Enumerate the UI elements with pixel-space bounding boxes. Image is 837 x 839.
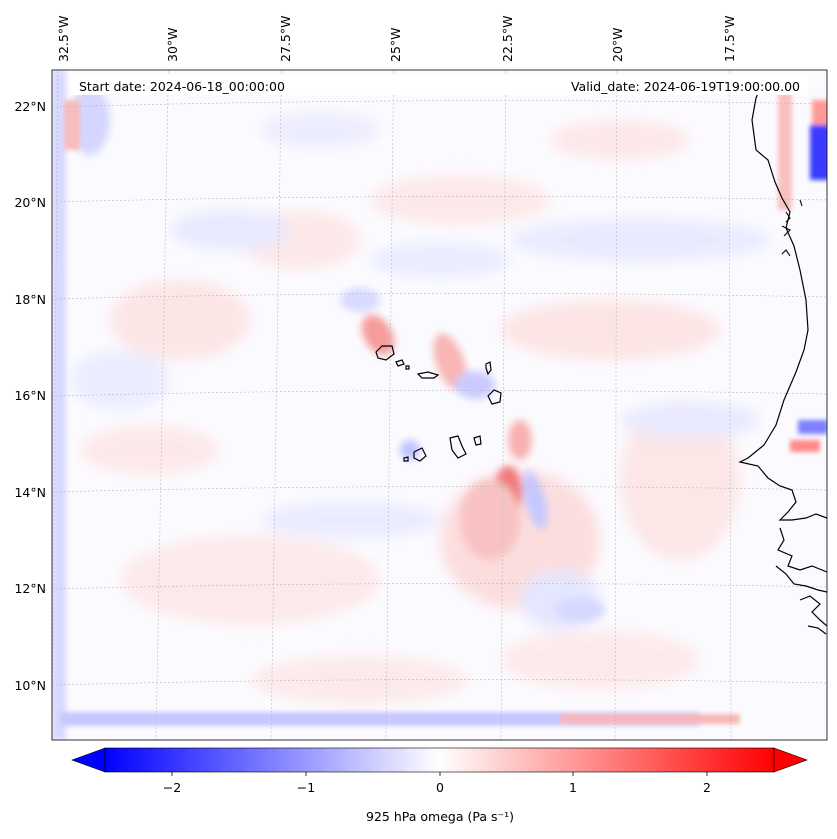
colorbar-tick-label: −1 [297,780,315,795]
island-sao-vicente [395,359,405,367]
graticule [52,70,827,740]
island-fogo [413,447,427,462]
map-frame [51,69,828,741]
meridian-line [270,70,282,740]
lon-tick-label: 25°W [388,27,403,62]
meridian-line [500,70,507,740]
colorbar-extend-min [71,747,106,773]
coastline-africa [738,87,827,635]
coastline-africa-islands [781,199,803,257]
parallel-line [52,583,827,590]
lat-tick-label: 12°N [14,581,46,596]
lat-tick-label: 14°N [14,485,46,500]
meridian-line [728,70,732,740]
lat-tick-label: 10°N [14,678,46,693]
meridian-line [155,70,169,740]
map-panel: Start date: 2024-06-18_00:00:00 Valid_da… [52,70,827,740]
header-box [71,75,808,95]
longitude-labels: 32.5°W 30°W 27.5°W 25°W 22.5°W 20°W 17.5… [56,16,737,62]
colorbar-body [104,747,775,773]
meridian-line [385,70,394,740]
lon-tick-label: 17.5°W [722,16,737,62]
lon-tick-label: 22.5°W [500,16,515,62]
parallel-line [52,293,827,300]
meridian-line [52,70,59,740]
cape-verde-islands [375,345,502,462]
colorbar-tick-marks [171,772,708,776]
island-sal [485,361,492,376]
parallel-line [52,100,827,108]
lat-tick-label: 16°N [14,388,46,403]
island-santo-antao [375,345,395,361]
island-sao-nicolau [416,371,440,379]
island-boa-vista [487,389,502,405]
lon-tick-label: 30°W [165,27,180,62]
island-maio [473,435,482,446]
colorbar-label: 925 hPa omega (Pa s⁻¹) [366,809,514,824]
lat-tick-label: 22°N [14,99,46,114]
lon-tick-label: 27.5°W [278,16,293,62]
lat-tick-label: 20°N [14,195,46,210]
parallel-line [52,679,827,686]
colorbar-tick-label: 0 [436,780,444,795]
latitude-labels: 22°N 20°N 18°N 16°N 14°N 12°N 10°N [14,99,46,693]
lat-tick-label: 18°N [14,292,46,307]
island-santa-luzia [405,365,410,370]
meridian-line [614,70,618,740]
parallel-line [52,486,827,493]
island-santiago [449,435,467,459]
start-date-label: Start date: 2024-06-18_00:00:00 [79,79,285,94]
omega-field [52,70,827,740]
colorbar-tick-label: 2 [703,780,711,795]
colorbar: −2 −1 0 1 2 925 hPa omega (Pa s⁻¹) [71,747,808,824]
island-brava [403,456,409,462]
valid-date-label: Valid_date: 2024-06-19T19:00:00.00 [571,79,800,94]
colorbar-extend-max [773,747,808,773]
colorbar-tick-label: −2 [163,780,181,795]
lon-tick-label: 20°W [610,27,625,62]
parallel-line [52,196,827,203]
colorbar-tick-label: 1 [569,780,577,795]
lon-tick-label: 32.5°W [56,16,71,62]
parallel-line [52,390,827,397]
